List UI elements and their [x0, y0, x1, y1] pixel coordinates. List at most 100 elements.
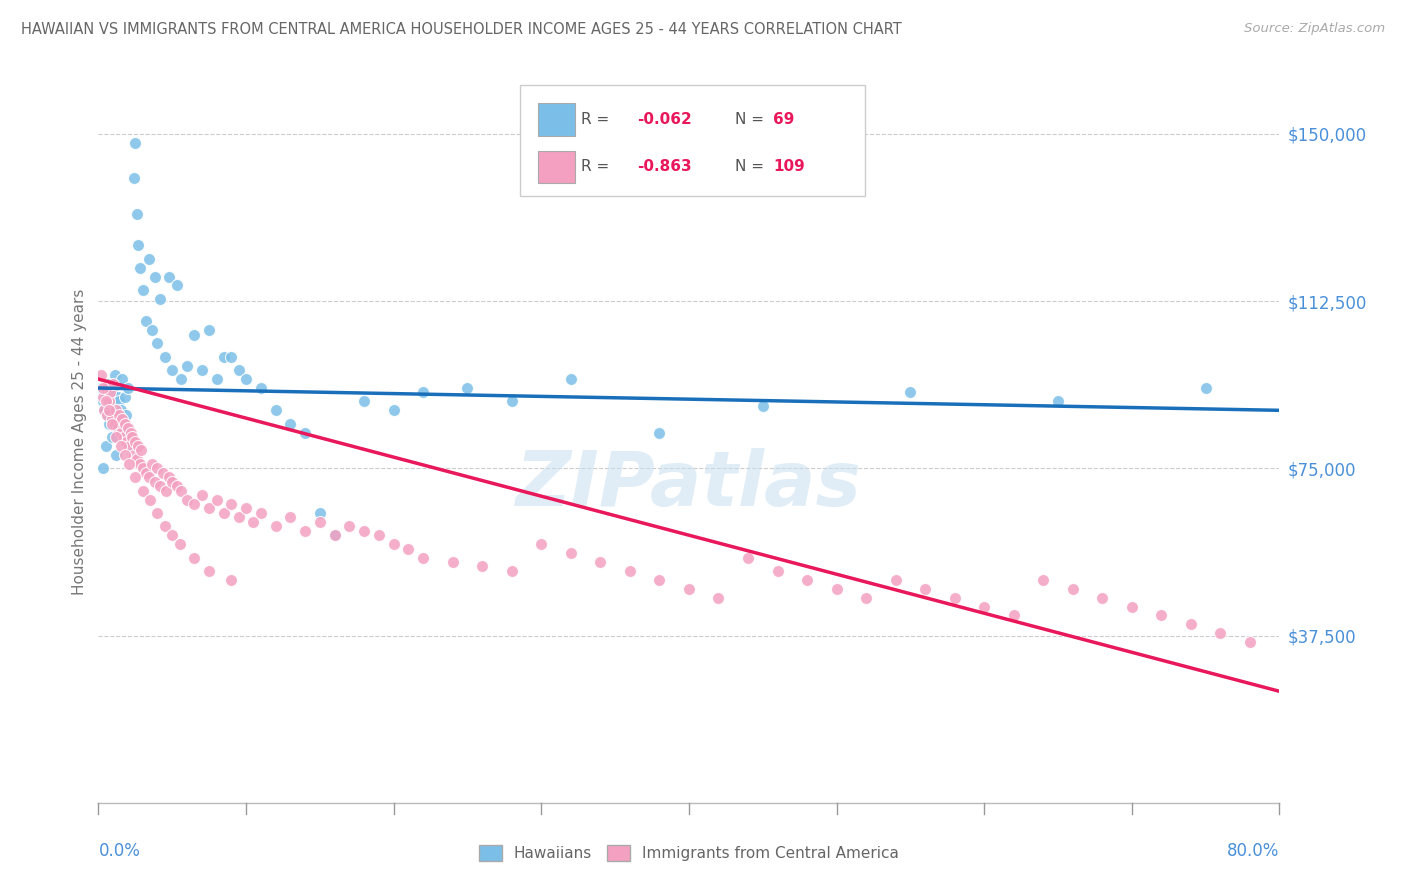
Point — [124, 136, 146, 150]
Point — [264, 403, 287, 417]
Point — [191, 363, 214, 377]
Point — [118, 457, 141, 471]
Point — [110, 425, 132, 440]
Point — [280, 417, 302, 431]
Point — [752, 399, 775, 413]
Point — [280, 510, 302, 524]
Point — [91, 461, 114, 475]
Point — [146, 461, 169, 475]
Point — [235, 372, 257, 386]
Point — [198, 501, 221, 516]
Legend: Hawaiians, Immigrants from Central America: Hawaiians, Immigrants from Central Ameri… — [472, 839, 905, 867]
Point — [132, 483, 155, 498]
Point — [98, 399, 121, 413]
Text: -0.062: -0.062 — [637, 112, 692, 127]
Point — [91, 390, 114, 404]
Point — [1091, 591, 1114, 605]
Point — [560, 546, 582, 560]
Point — [205, 492, 228, 507]
Point — [242, 515, 264, 529]
Point — [117, 421, 139, 435]
Y-axis label: Householder Income Ages 25 - 44 years: Householder Income Ages 25 - 44 years — [72, 288, 87, 595]
Text: 109: 109 — [773, 160, 806, 174]
Point — [309, 506, 332, 520]
Point — [501, 394, 523, 409]
Point — [1121, 599, 1143, 614]
Point — [737, 550, 759, 565]
Point — [530, 537, 553, 551]
Point — [111, 372, 134, 386]
Point — [149, 479, 172, 493]
Point — [678, 582, 700, 596]
Text: HAWAIIAN VS IMMIGRANTS FROM CENTRAL AMERICA HOUSEHOLDER INCOME AGES 25 - 44 YEAR: HAWAIIAN VS IMMIGRANTS FROM CENTRAL AMER… — [21, 22, 901, 37]
Point — [111, 412, 134, 426]
Point — [97, 376, 120, 391]
Point — [114, 417, 136, 431]
Point — [441, 555, 464, 569]
Point — [143, 269, 166, 284]
Point — [212, 506, 235, 520]
Point — [825, 582, 848, 596]
Point — [93, 403, 115, 417]
Point — [221, 350, 243, 364]
Point — [648, 425, 671, 440]
Point — [1195, 381, 1218, 395]
Point — [117, 381, 139, 395]
Point — [128, 260, 150, 275]
Point — [250, 381, 273, 395]
Point — [250, 506, 273, 520]
Point — [108, 408, 131, 422]
Point — [198, 564, 221, 578]
Point — [90, 381, 112, 395]
Text: 80.0%: 80.0% — [1227, 842, 1279, 860]
Point — [235, 501, 257, 516]
Point — [309, 515, 332, 529]
Point — [129, 443, 152, 458]
Point — [112, 430, 135, 444]
Point — [94, 390, 117, 404]
Point — [93, 403, 115, 417]
Point — [120, 425, 142, 440]
Point — [114, 448, 136, 462]
Point — [884, 573, 907, 587]
Point — [228, 363, 250, 377]
Point — [122, 171, 145, 186]
Point — [107, 421, 129, 435]
Point — [114, 390, 136, 404]
Point — [205, 372, 228, 386]
Point — [138, 252, 160, 266]
Point — [176, 492, 198, 507]
Point — [973, 599, 995, 614]
Point — [1209, 626, 1232, 640]
Point — [176, 359, 198, 373]
Point — [1239, 635, 1261, 649]
Point — [170, 372, 193, 386]
Point — [98, 385, 121, 400]
Point — [560, 372, 582, 386]
Point — [228, 510, 250, 524]
Point — [183, 327, 205, 342]
Point — [707, 591, 730, 605]
Point — [90, 368, 112, 382]
Point — [264, 519, 287, 533]
Point — [191, 488, 214, 502]
Text: -0.863: -0.863 — [637, 160, 692, 174]
Point — [648, 573, 671, 587]
Point — [141, 323, 163, 337]
Point — [135, 314, 157, 328]
Point — [457, 381, 479, 395]
Point — [183, 497, 205, 511]
Point — [112, 425, 135, 440]
Point — [589, 555, 612, 569]
Point — [105, 430, 128, 444]
Point — [323, 528, 346, 542]
Text: R =: R = — [581, 160, 614, 174]
Point — [135, 466, 157, 480]
Point — [110, 439, 132, 453]
Point — [105, 403, 128, 417]
Point — [294, 524, 316, 538]
Point — [100, 430, 122, 444]
Point — [169, 537, 191, 551]
Point — [368, 528, 391, 542]
Point — [382, 537, 405, 551]
